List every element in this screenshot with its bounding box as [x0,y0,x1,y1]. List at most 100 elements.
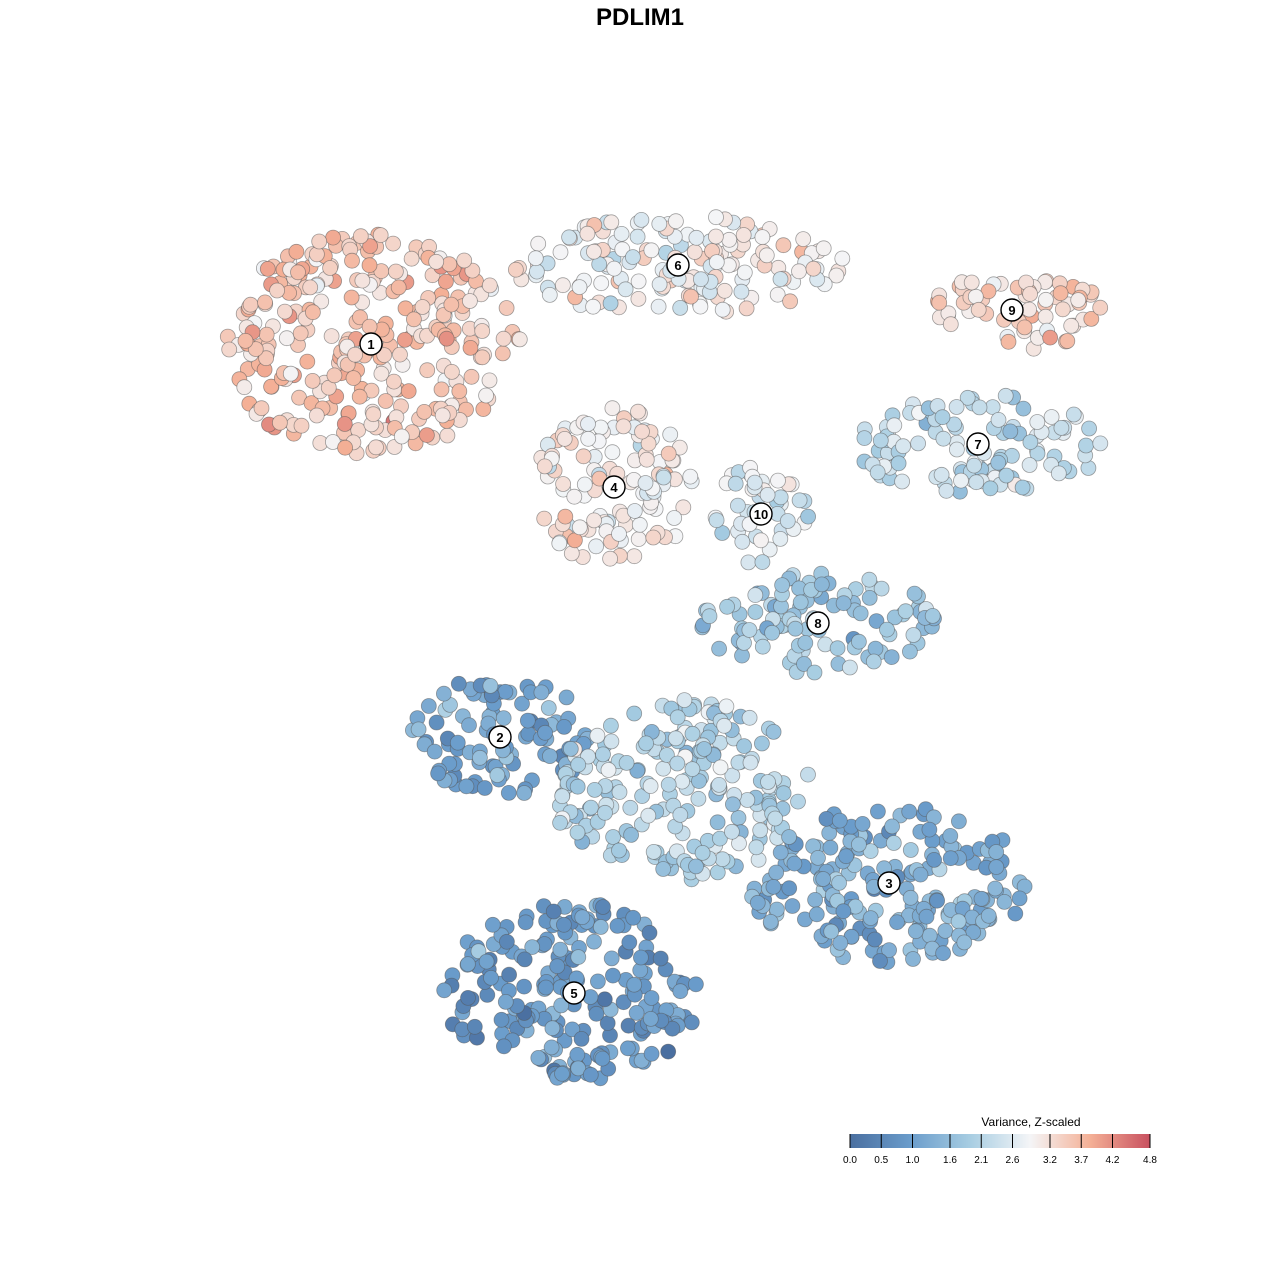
cell-point [580,416,596,432]
cell-point [570,756,587,773]
cell-point [461,293,478,309]
cell-point [460,990,476,1006]
cell-point [529,263,545,280]
cell-point [870,803,886,820]
cell-point [433,381,450,398]
cell-point [463,368,480,385]
cell-point [791,263,807,280]
cell-point [942,850,959,867]
cell-point [500,785,517,801]
cell-point [397,300,414,317]
cell-point [392,346,408,363]
cell-point [517,914,534,931]
cell-point [625,249,641,266]
cell-point [1022,434,1039,451]
cell-point [890,455,907,472]
cell-point [443,363,460,380]
cell-point [602,550,618,567]
cell-point [660,1043,677,1060]
cluster-label-2: 2 [488,725,512,749]
cell-point [588,1005,605,1022]
cell-point [555,476,571,492]
cell-point [640,435,657,452]
cell-point [630,403,646,420]
cell-point [594,1050,611,1067]
cell-point [998,467,1015,484]
cell-point [288,243,305,260]
cell-point [637,475,654,491]
cell-point [558,689,575,706]
cell-point [829,640,846,657]
cell-point [621,934,638,951]
cell-point [536,510,553,527]
cell-point [614,241,631,258]
cluster-label-6: 6 [666,253,690,277]
cell-point [674,773,690,790]
cell-point [481,372,498,389]
cell-point [747,587,764,603]
cell-point [259,260,276,277]
cell-point [396,331,413,348]
cell-point [351,388,368,405]
cell-point [708,228,724,245]
cell-point [747,604,764,620]
cell-point [588,538,604,555]
cell-point [519,712,536,729]
cell-point [866,931,883,948]
cell-point [630,290,647,307]
cell-point [1054,301,1071,318]
cell-point [784,898,801,914]
cell-point [691,773,707,789]
cell-point [605,967,621,984]
cell-point [586,243,602,260]
legend-tick-label: 0.0 [843,1155,857,1166]
cell-point [603,733,620,750]
cell-point [912,866,929,883]
cell-point [242,296,259,313]
cell-point [787,620,804,637]
cell-point [641,924,658,941]
cluster-label-4: 4 [602,475,626,499]
cell-point [774,577,790,593]
cell-point [263,378,280,395]
cell-point [894,473,910,490]
cell-point [834,250,851,267]
cell-point [753,532,769,549]
cell-point [542,748,558,764]
cell-point [556,430,573,447]
cell-point [686,244,703,260]
cell-point [652,950,669,967]
cell-point [676,692,693,708]
cell-point [484,916,501,933]
cell-point [482,678,499,694]
cell-point [426,743,443,760]
cell-point [712,830,728,847]
cell-point [966,457,982,474]
cell-point [988,859,1005,875]
cell-point [775,237,792,254]
cell-point [942,828,959,844]
cell-point [1092,435,1109,452]
cell-point [873,580,890,597]
cell-point [692,298,709,315]
cell-point [615,418,632,435]
cell-point [449,734,466,751]
cell-point [795,231,812,248]
cell-point [668,213,684,230]
cell-point [593,275,610,292]
cell-point [372,227,389,244]
cell-point [586,933,602,950]
cell-point [921,821,938,838]
cell-point [304,372,321,389]
cell-point [1022,286,1038,302]
cell-point [806,664,823,681]
legend-tick-label: 3.7 [1074,1155,1088,1166]
cell-points [219,209,1109,1087]
cell-point [459,956,476,972]
cell-point [1070,292,1087,309]
cell-point [716,282,733,299]
cell-point [623,827,639,843]
cell-point [368,439,384,456]
cell-point [438,330,455,347]
cell-point [950,913,967,930]
